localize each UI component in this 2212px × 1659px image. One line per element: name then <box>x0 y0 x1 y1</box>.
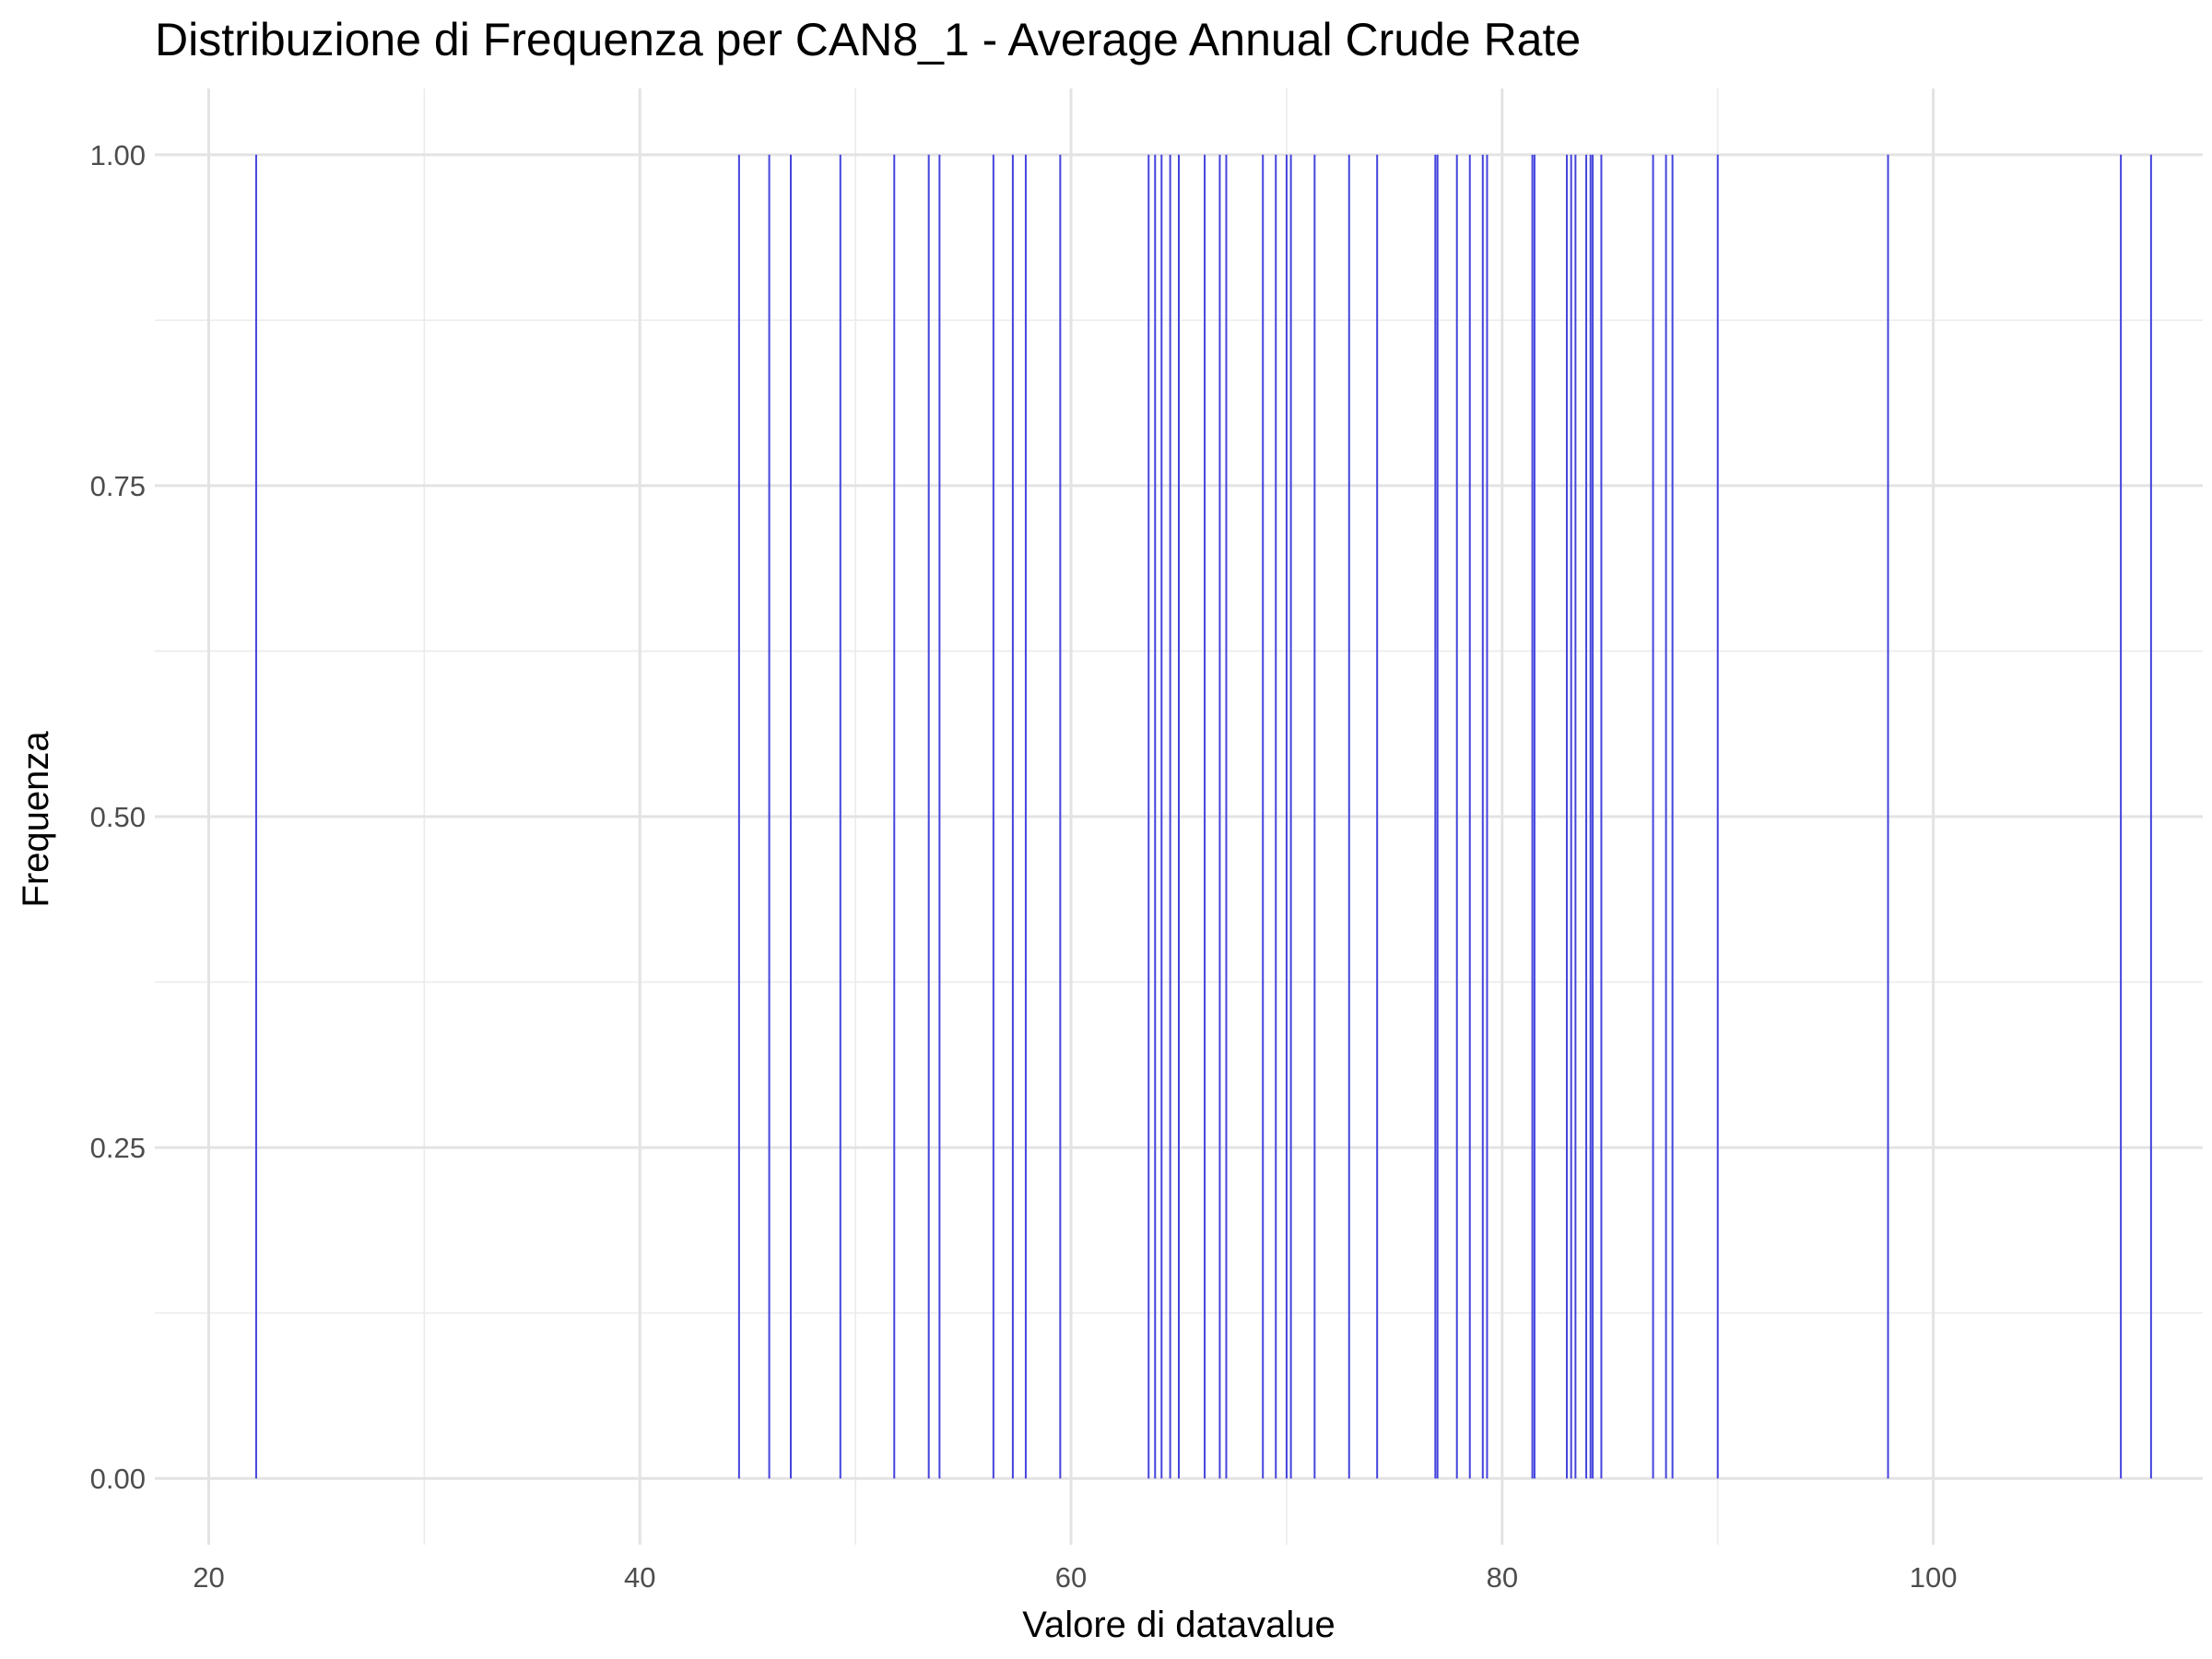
bar <box>768 154 771 1479</box>
bar <box>1486 154 1488 1479</box>
bar <box>1531 154 1534 1479</box>
bar <box>2120 154 2123 1479</box>
y-tick-label: 0.50 <box>90 801 146 833</box>
bar <box>992 154 994 1479</box>
y-tick-label: 0.25 <box>90 1132 146 1164</box>
bar <box>1024 154 1027 1479</box>
bar <box>938 154 941 1479</box>
bar <box>1570 154 1572 1479</box>
bar <box>1455 154 1458 1479</box>
bar <box>1716 154 1719 1479</box>
bar <box>1262 154 1265 1479</box>
x-tick-label: 100 <box>1910 1561 1958 1594</box>
bar <box>1285 154 1288 1479</box>
bar <box>1178 154 1180 1479</box>
bar <box>1289 154 1292 1479</box>
chart-title: Distribuzione di Frequenza per CAN8_1 - … <box>155 14 1582 65</box>
bar <box>1347 154 1350 1479</box>
bar <box>1169 154 1171 1479</box>
bars <box>254 154 2152 1479</box>
y-tick-label: 1.00 <box>90 139 146 171</box>
bar <box>1225 154 1228 1479</box>
bar <box>1585 154 1588 1479</box>
bar <box>1468 154 1471 1479</box>
x-tick-label: 20 <box>193 1561 224 1594</box>
bar <box>1436 154 1439 1479</box>
bar <box>1481 154 1484 1479</box>
bar <box>893 154 896 1479</box>
bar <box>254 154 257 1479</box>
bar <box>1589 154 1592 1479</box>
bar <box>1574 154 1577 1479</box>
y-tick-label: 0.00 <box>90 1463 146 1495</box>
bar <box>839 154 841 1479</box>
bar <box>1275 154 1277 1479</box>
bar <box>927 154 930 1479</box>
x-tick-label: 80 <box>1487 1561 1518 1594</box>
bar <box>1011 154 1014 1479</box>
bar <box>1566 154 1569 1479</box>
bar <box>1434 154 1437 1479</box>
bar <box>1533 154 1535 1479</box>
bar <box>1652 154 1654 1479</box>
bar <box>789 154 792 1479</box>
tick-labels: 20 40 60 80 100 0.00 0.25 0.50 0.75 1.00 <box>90 139 1958 1594</box>
bar <box>1600 154 1603 1479</box>
bar <box>2149 154 2152 1479</box>
bar <box>1592 154 1594 1479</box>
y-axis-title: Frequenza <box>16 731 56 908</box>
bar <box>1204 154 1206 1479</box>
bar <box>1160 154 1163 1479</box>
y-tick-label: 0.75 <box>90 470 146 502</box>
bar <box>1887 154 1889 1479</box>
bar <box>1218 154 1221 1479</box>
bar <box>1376 154 1379 1479</box>
x-tick-label: 40 <box>624 1561 655 1594</box>
bar <box>1147 154 1150 1479</box>
bar <box>737 154 740 1479</box>
bar <box>1313 154 1316 1479</box>
bar <box>1059 154 1062 1479</box>
bar <box>1154 154 1157 1479</box>
bar <box>1671 154 1674 1479</box>
bar <box>1665 154 1667 1479</box>
x-axis-title: Valore di datavalue <box>1022 1605 1335 1645</box>
x-tick-label: 60 <box>1055 1561 1087 1594</box>
